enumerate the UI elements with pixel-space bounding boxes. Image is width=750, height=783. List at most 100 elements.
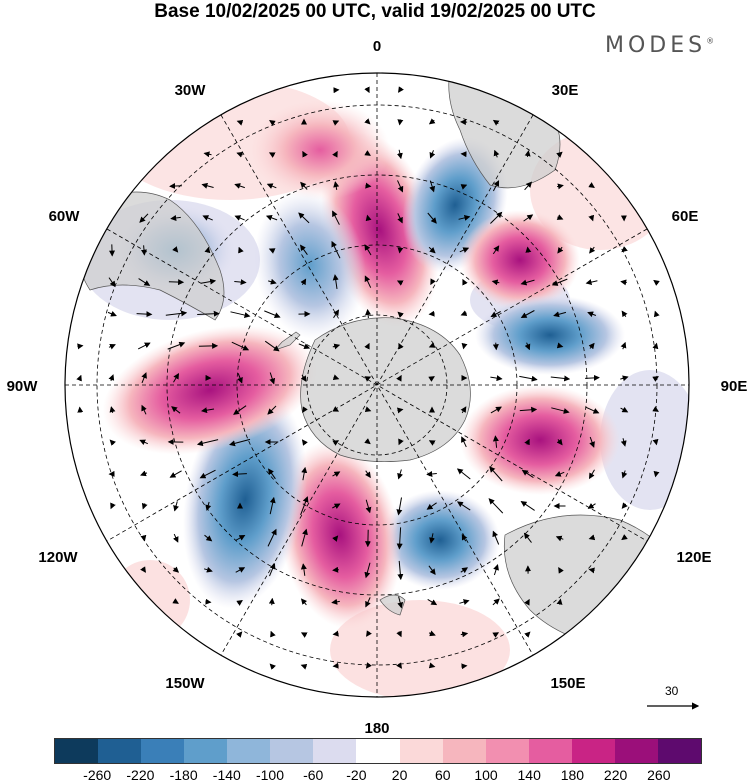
wind-vector (428, 630, 436, 637)
wind-vector (397, 119, 404, 126)
wind-vector (397, 407, 404, 414)
wind-vector (456, 501, 471, 511)
wind-vector (137, 342, 151, 350)
wind-vector (398, 86, 404, 93)
wind-vector (234, 279, 247, 286)
wind-vector (652, 342, 659, 350)
wind-vector (332, 406, 340, 412)
wind-vector (77, 406, 84, 413)
wind-vector (621, 310, 628, 318)
wind-vector (233, 405, 247, 415)
wind-vector (138, 278, 151, 286)
wind-vector (397, 247, 404, 254)
wind-vector (332, 503, 341, 510)
colorbar-tick-label: 100 (474, 767, 498, 783)
wind-vector (301, 466, 308, 481)
wind-vector (588, 182, 595, 188)
wind-vector (490, 406, 502, 414)
wind-vector (652, 406, 659, 412)
positive-anomaly (102, 325, 318, 455)
wind-vector (524, 342, 531, 351)
wind-vector (620, 279, 627, 286)
wind-vector (167, 341, 186, 350)
wind-vector (492, 245, 500, 255)
wind-vector (364, 150, 371, 156)
wind-vector (653, 470, 660, 478)
lon-label-60e: 60E (672, 208, 699, 225)
wind-vector (556, 598, 563, 605)
wind-vector (269, 496, 276, 515)
wind-vector (265, 215, 278, 221)
colorbar-tick-label: -180 (169, 767, 198, 783)
wind-vector (201, 407, 215, 414)
positive-anomaly (250, 100, 390, 200)
wind-vector (587, 311, 597, 318)
colorbar-tick-label: -260 (83, 767, 112, 783)
wind-vector (585, 279, 598, 286)
wind-vector (493, 564, 499, 576)
wind-vector (456, 468, 471, 480)
reference-vector-label: 30 (665, 684, 679, 698)
wind-vector (107, 310, 117, 317)
wind-vector (429, 180, 436, 193)
lon-label-180: 180 (364, 720, 389, 735)
wind-vector (364, 376, 372, 382)
wind-vector (301, 439, 308, 446)
wind-vector (523, 214, 534, 222)
wind-vector (332, 662, 339, 669)
wind-vector (653, 279, 660, 286)
wind-vector (172, 246, 179, 253)
colorbar-swatch (270, 739, 314, 763)
positive-anomaly (278, 440, 402, 630)
wind-vector (232, 471, 247, 478)
wind-vector (492, 530, 500, 545)
wind-vector (172, 598, 179, 604)
wind-vector (140, 534, 147, 542)
wind-vector (364, 562, 371, 579)
wind-vector (459, 599, 470, 605)
wind-vector (587, 503, 596, 509)
colorbar-swatch (98, 739, 142, 763)
wind-vector (462, 278, 468, 286)
south-america (76, 191, 225, 321)
map-title: Base 10/02/2025 00 UTC, valid 19/02/2025… (154, 1, 596, 22)
colorbar-tick-label: -60 (303, 767, 324, 783)
colorbar-swatch (614, 739, 658, 763)
wind-vector (201, 182, 214, 189)
wind-vector (300, 663, 308, 670)
wind-vector (110, 502, 116, 510)
wind-vector (205, 598, 212, 605)
wind-vector (490, 375, 503, 382)
wind-vector (520, 310, 535, 318)
wind-vector (230, 311, 251, 318)
positive-anomaly (460, 385, 620, 495)
wind-vector (364, 470, 371, 479)
wind-vector (520, 279, 535, 286)
wind-vector (428, 342, 436, 348)
colorbar-swatch (184, 739, 228, 763)
colorbar-swatch (399, 739, 443, 763)
wind-vector (235, 535, 246, 541)
wind-vector (556, 151, 563, 158)
wind-vector (168, 279, 185, 286)
wind-vector (197, 310, 220, 317)
lon-label-30e: 30E (552, 82, 579, 99)
wind-vector (269, 562, 276, 577)
wind-vector (234, 183, 245, 189)
wind-vector (397, 469, 403, 480)
wind-vector (428, 440, 436, 446)
wind-vector (589, 246, 596, 254)
colorbar-tick-label: 60 (435, 767, 451, 783)
wind-vector (331, 598, 340, 605)
wind-vector (298, 212, 310, 224)
wind-vector (621, 470, 628, 479)
wind-vector (459, 247, 470, 253)
wind-vector (490, 311, 501, 317)
wind-vector (458, 214, 471, 221)
modes-logo: MODES® (605, 33, 714, 58)
wind-vector (205, 501, 212, 511)
wind-vector (493, 149, 500, 158)
wind-vector (140, 566, 146, 573)
negative-anomaly (380, 490, 500, 590)
wind-vector (364, 406, 372, 413)
